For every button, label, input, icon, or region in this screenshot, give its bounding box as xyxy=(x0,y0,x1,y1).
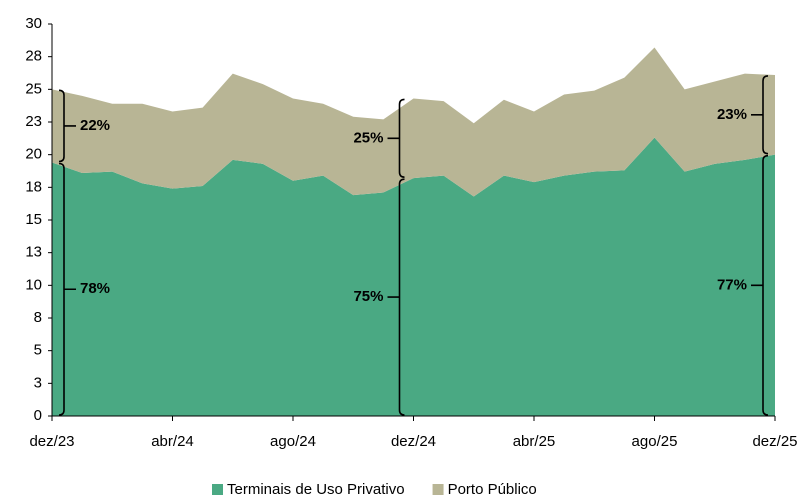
area xyxy=(52,47,775,197)
brace xyxy=(58,162,76,416)
brace xyxy=(387,178,405,416)
annotation: 75% xyxy=(353,288,383,305)
y-tick-label: 30 xyxy=(25,15,42,32)
y-tick-label: 8 xyxy=(34,309,42,326)
annotation: 23% xyxy=(717,106,747,123)
y-tick-label: 10 xyxy=(25,276,42,293)
annotation: 25% xyxy=(353,129,383,146)
y-tick-label: 15 xyxy=(25,211,42,228)
annotation: 77% xyxy=(717,276,747,293)
y-tick-label: 5 xyxy=(34,342,42,359)
brace xyxy=(387,98,405,178)
x-tick-label: dez/25 xyxy=(752,433,797,450)
y-tick-label: 13 xyxy=(25,244,42,261)
y-tick-label: 18 xyxy=(25,178,42,195)
legend-swatch xyxy=(212,484,223,495)
x-tick-label: dez/24 xyxy=(391,433,436,450)
area xyxy=(52,137,775,416)
x-tick-label: ago/24 xyxy=(270,433,316,450)
y-tick-label: 0 xyxy=(34,407,42,424)
brace xyxy=(58,89,76,163)
legend-swatch xyxy=(432,484,444,495)
brace xyxy=(751,75,769,155)
annotation: 22% xyxy=(80,117,110,134)
brace xyxy=(751,154,769,416)
y-tick-label: 3 xyxy=(34,374,42,391)
x-tick-label: abr/24 xyxy=(151,433,194,450)
legend-label: Porto Público xyxy=(448,481,537,497)
legend-label: Terminais de Uso Privativo xyxy=(227,481,405,497)
y-tick-label: 20 xyxy=(25,146,42,163)
y-tick-label: 28 xyxy=(25,48,42,65)
x-tick-label: dez/23 xyxy=(29,433,74,450)
x-tick-label: ago/25 xyxy=(632,433,678,450)
y-tick-label: 23 xyxy=(25,113,42,130)
x-tick-label: abr/25 xyxy=(513,433,556,450)
annotation: 78% xyxy=(80,280,110,297)
y-tick-label: 25 xyxy=(25,80,42,97)
